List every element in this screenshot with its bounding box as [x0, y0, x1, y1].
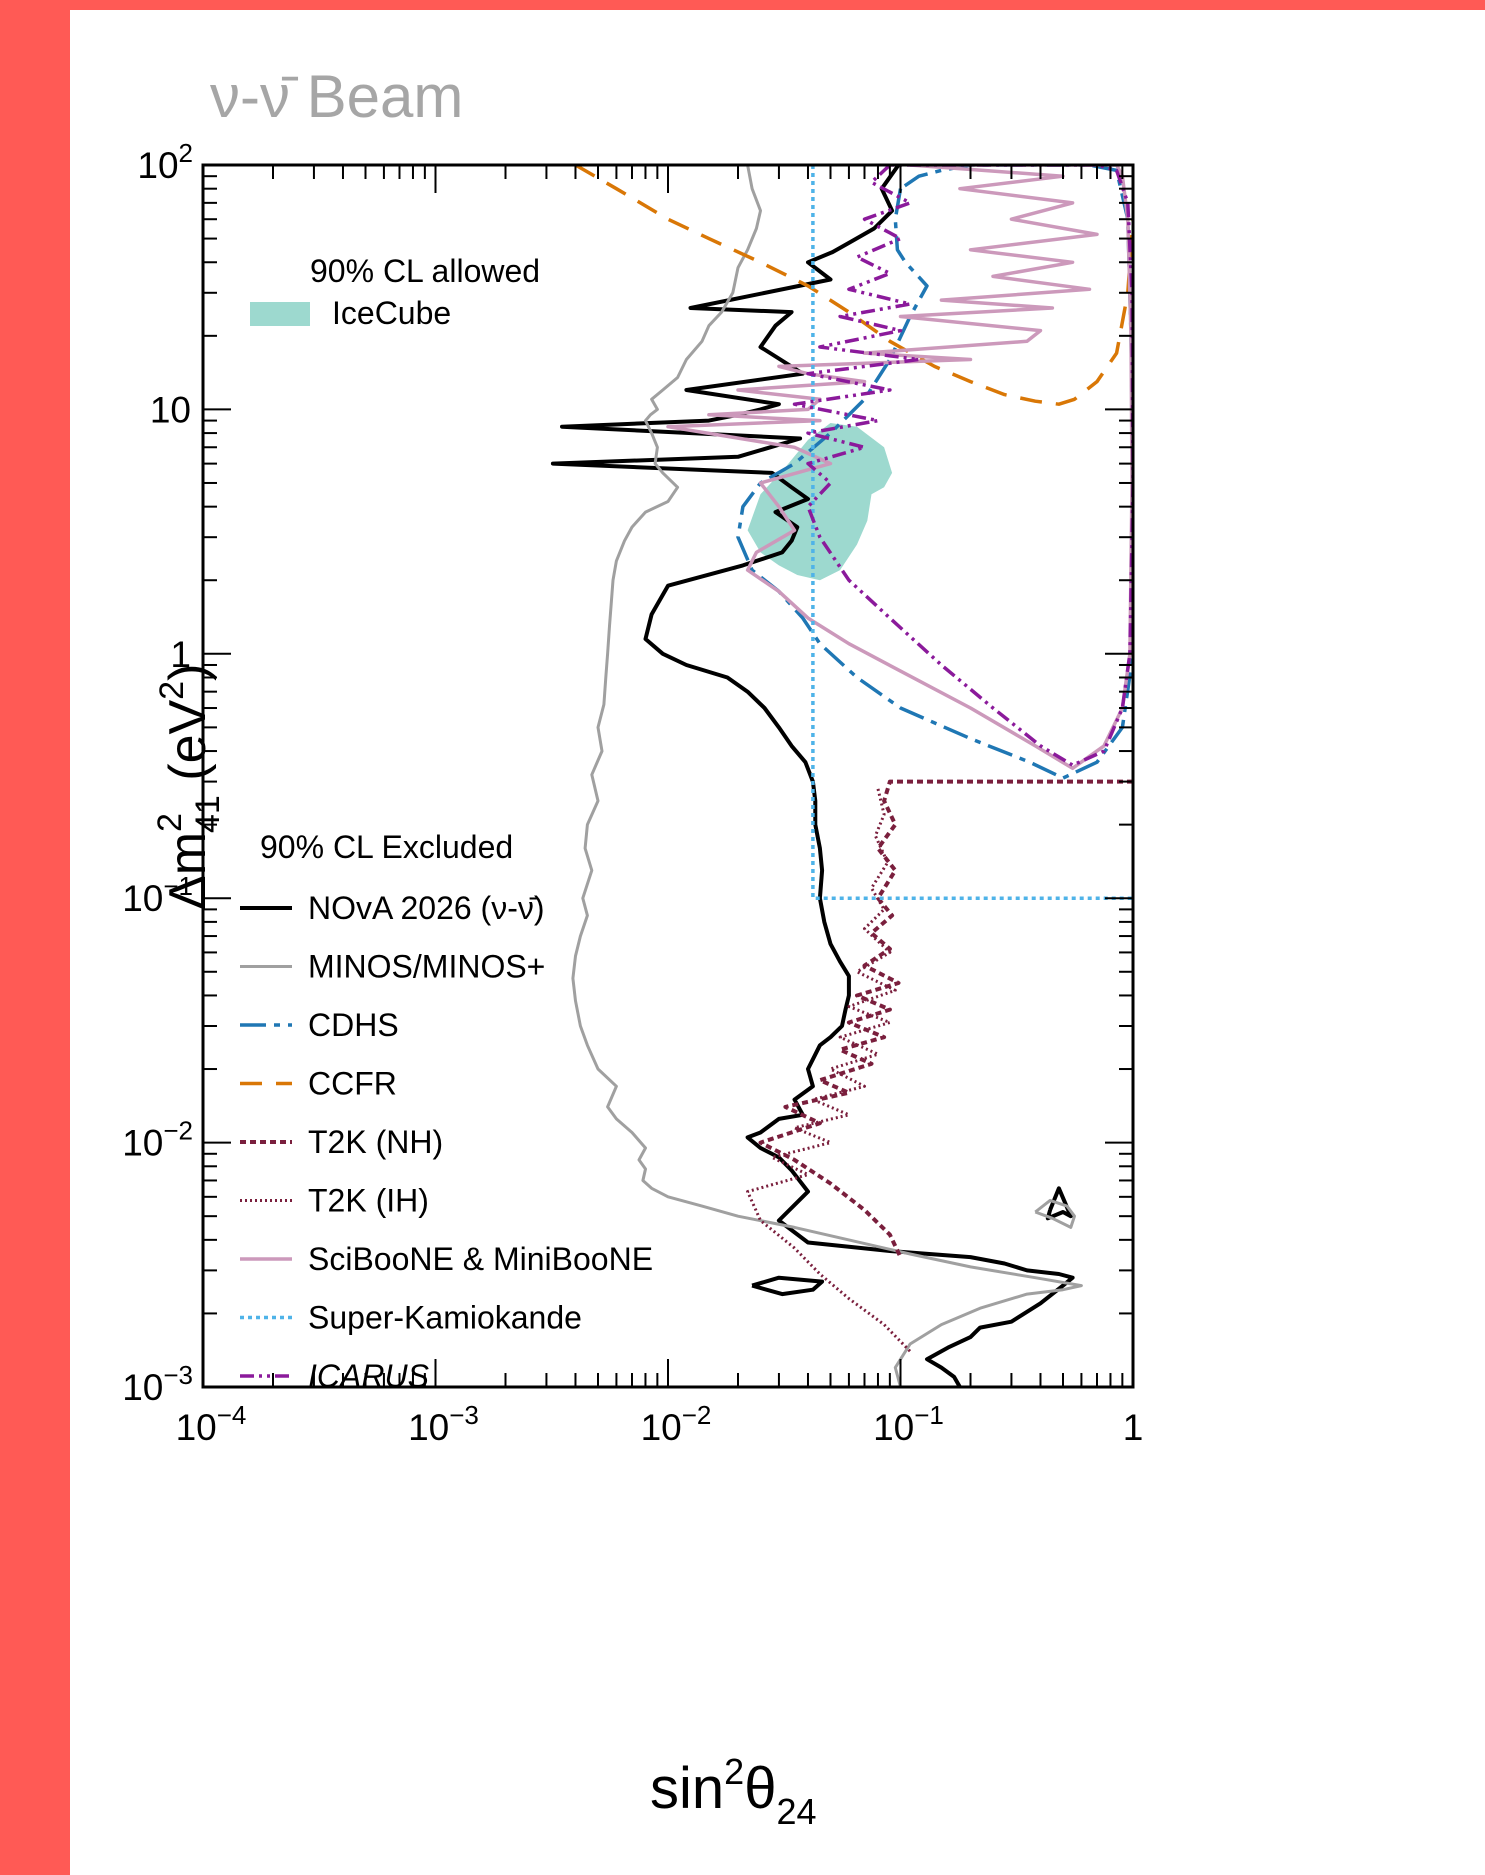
legend-label-icarus: ICARUS: [308, 1358, 429, 1394]
legend-allowed: 90% CL allowed IceCube: [250, 253, 540, 331]
legend-label-ccfr: CCFR: [308, 1066, 397, 1102]
axis-ticks: [202, 165, 1133, 1388]
y-tick-label: 102: [137, 138, 193, 186]
x-axis-label-sup: 2: [724, 1751, 744, 1792]
curve-t2k-nh-7: [758, 779, 1133, 1258]
curve-minos-minos-4: [1034, 1198, 1076, 1229]
y-axis-label-post: (eV: [159, 700, 217, 796]
y-axis-label-pre: Δm: [159, 832, 217, 910]
legend-label-cdhs: CDHS: [308, 1007, 399, 1043]
y-axis-label-sub: 41: [189, 795, 227, 833]
curve-nova-2026-0: [550, 165, 1075, 1387]
icecube-allowed-region: [747, 423, 893, 581]
x-tick-label: 10−3: [408, 1400, 479, 1448]
legend-label-minos-minos: MINOS/MINOS+: [308, 949, 545, 985]
legend-label-icecube: IceCube: [332, 295, 451, 331]
legend-label-t2k-nh: T2K (NH): [308, 1124, 443, 1160]
y-tick-label: 10−1: [122, 871, 193, 919]
x-tick-label: 10−1: [873, 1400, 944, 1448]
icecube-region-layer: [747, 423, 893, 581]
y-tick-label: 10−3: [122, 1360, 193, 1408]
y-axis-label-sup: 2: [151, 813, 189, 832]
legend-label-sciboone-miniboone: SciBooNE & MiniBooNE: [308, 1241, 653, 1277]
y-axis-label-close: ): [159, 664, 217, 681]
legend-allowed-header: 90% CL allowed: [310, 253, 540, 289]
curve-minos-minos-3: [571, 165, 1083, 1387]
x-tick-label: 10−4: [176, 1400, 247, 1448]
legend-excluded-header: 90% CL Excluded: [260, 829, 513, 865]
y-tick-label: 10: [150, 389, 191, 430]
y-axis-label-post-sup: 2: [153, 681, 191, 700]
legend-label-t2k-ih: T2K (IH): [308, 1183, 429, 1219]
exclusion-curves-layer: [550, 165, 1133, 1387]
y-tick-label: 10−2: [122, 1116, 193, 1164]
curve-super-kamiokande-10: [811, 165, 1133, 900]
y-axis-label: Δm241 (eV2): [151, 664, 227, 910]
x-tick-label: 10−2: [641, 1400, 712, 1448]
chart-panel: ν-ν̄ Beam 10−4 10−3 10−2 10−1 1 10−3 10−2 10−1 1…: [70, 10, 1485, 1875]
curve-icarus-11: [792, 165, 1133, 767]
legend-excluded: 90% CL Excluded NOvA 2026 (ν-ν̄) MINOS/MIN…: [240, 829, 653, 1394]
x-axis-label: sin2θ24: [650, 1751, 817, 1832]
x-tick-label: 1: [1123, 1407, 1144, 1448]
legend-label-super-kamiokande: Super-Kamiokande: [308, 1300, 582, 1336]
x-axis-label-sub: 24: [776, 1791, 816, 1832]
curve-ccfr-6: [574, 165, 1133, 406]
y-tick-label: 1: [170, 634, 191, 675]
chart-title: ν-ν̄ Beam: [210, 63, 463, 130]
curve-nova-2026-1: [751, 1275, 825, 1297]
sterile-neutrino-exclusion-chart: ν-ν̄ Beam 10−4 10−3 10−2 10−1 110−310−210−11…: [122, 63, 1143, 1832]
legend-swatch-icecube: [250, 302, 310, 326]
legend-label-nova-2026: NOvA 2026 (ν-ν̄): [308, 890, 545, 926]
curve-t2k-ih-8: [746, 788, 912, 1353]
x-axis-label-main: θ: [744, 1756, 776, 1821]
x-axis-label-base: sin: [650, 1756, 724, 1821]
